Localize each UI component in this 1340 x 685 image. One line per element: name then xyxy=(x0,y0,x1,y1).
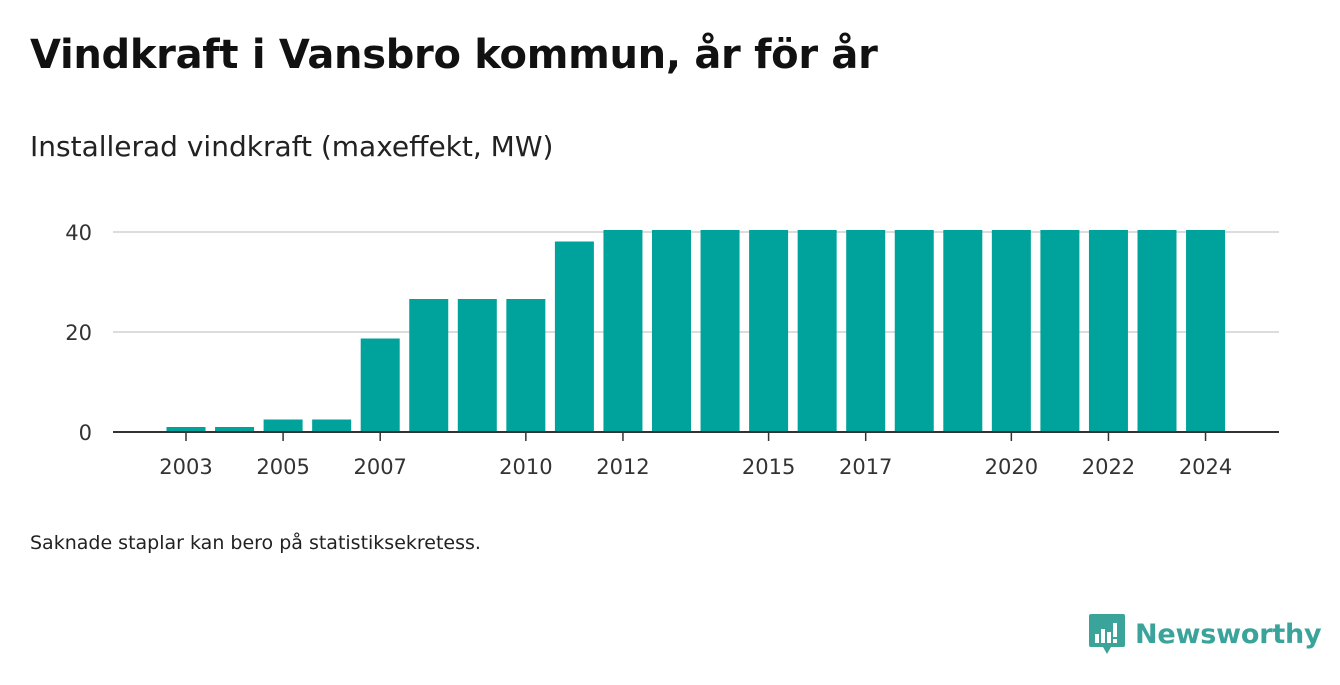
chart-subtitle: Installerad vindkraft (maxeffekt, MW) xyxy=(30,130,554,163)
y-tick-label: 20 xyxy=(65,321,92,345)
bar-2022 xyxy=(1088,230,1128,432)
bar-2017 xyxy=(846,230,886,432)
footnote: Saknade staplar kan bero på statistiksek… xyxy=(30,532,481,554)
x-tick-label: 2015 xyxy=(742,455,795,479)
bar-2007 xyxy=(360,338,400,432)
bar-2024 xyxy=(1186,230,1226,432)
bar-2006 xyxy=(312,419,352,432)
chart-title: Vindkraft i Vansbro kommun, år för år xyxy=(30,32,878,78)
bar-2021 xyxy=(1040,230,1080,432)
bar-2020 xyxy=(991,230,1031,432)
x-tick-label: 2024 xyxy=(1179,455,1232,479)
bar-2005 xyxy=(263,419,303,432)
bar-2015 xyxy=(749,230,789,432)
brand-name: Newsworthy xyxy=(1135,618,1322,650)
y-tick-labels: 0 20 40 xyxy=(65,221,92,445)
bar-2004 xyxy=(215,427,255,432)
x-tick-label: 2017 xyxy=(839,455,892,479)
x-tick-label: 2012 xyxy=(596,455,649,479)
bar-2014 xyxy=(700,230,740,432)
x-tick-label: 2010 xyxy=(499,455,552,479)
bar-2023 xyxy=(1137,230,1177,432)
x-tick-labels: 2003 2005 2007 2010 2012 2015 2017 2020 2022 2024 xyxy=(159,432,1232,479)
gridlines xyxy=(113,231,1279,333)
newsworthy-logo-icon xyxy=(1089,614,1125,654)
bar-2016 xyxy=(797,230,837,432)
y-tick-label: 0 xyxy=(79,421,92,445)
bar-2003 xyxy=(166,427,206,432)
x-tick-label: 2007 xyxy=(353,455,406,479)
bar-2019 xyxy=(943,230,983,432)
x-tick-label: 2003 xyxy=(159,455,212,479)
bar-2009 xyxy=(457,299,497,432)
bar-2013 xyxy=(652,230,691,432)
x-tick-label: 2022 xyxy=(1082,455,1135,479)
brand-logo[interactable]: Newsworthy xyxy=(1088,612,1322,656)
bar-2011 xyxy=(554,241,594,432)
bars xyxy=(166,230,1226,432)
bar-2012 xyxy=(603,230,643,432)
bar-2018 xyxy=(894,230,934,432)
x-tick-label: 2020 xyxy=(985,455,1038,479)
bar-2010 xyxy=(506,299,546,432)
x-tick-label: 2005 xyxy=(256,455,309,479)
bar-2008 xyxy=(409,299,449,432)
bar-chart: 2003 2005 2007 2010 2012 2015 2017 2020 2022 2024… xyxy=(65,221,1279,479)
y-tick-label: 40 xyxy=(65,221,92,245)
